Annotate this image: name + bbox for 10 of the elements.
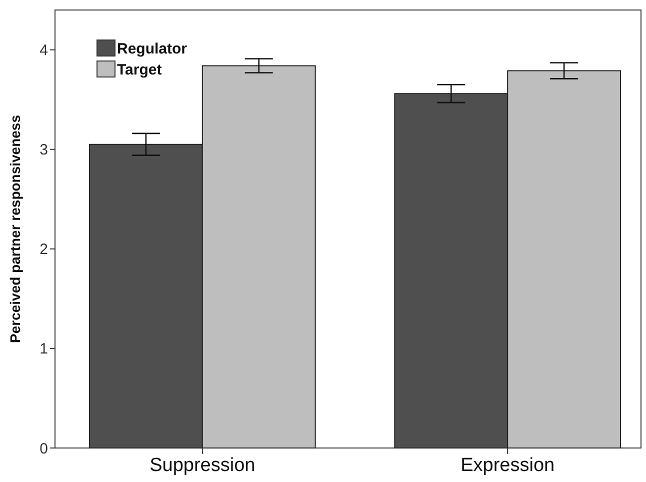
y-axis-title: Perceived partner responsiveness	[7, 114, 23, 344]
y-tick-label: 0	[40, 440, 48, 458]
x-tick-label: Expression	[460, 455, 555, 476]
x-tick-label: Suppression	[150, 455, 256, 476]
legend-label: Regulator	[117, 40, 188, 58]
legend-label: Target	[117, 61, 162, 78]
y-tick-label: 3	[40, 142, 48, 159]
y-tick-label: 1	[40, 340, 48, 358]
y-tick-label: 2	[40, 241, 48, 258]
y-tick-label: 4	[40, 42, 48, 60]
